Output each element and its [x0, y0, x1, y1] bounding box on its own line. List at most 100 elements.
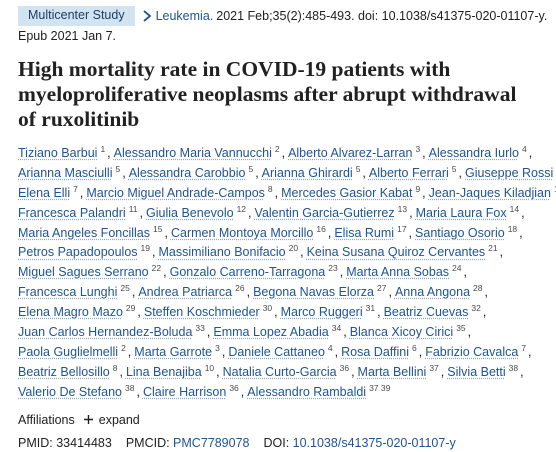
pmcid-link[interactable]: PMC7789078: [173, 435, 250, 450]
affiliation-number[interactable]: 1: [100, 144, 106, 154]
author-link[interactable]: Petros Papadopoulos: [18, 245, 138, 260]
affiliation-number[interactable]: 26: [235, 283, 245, 294]
affiliation-number[interactable]: 22: [151, 263, 162, 274]
author-link[interactable]: Francesca Lunghi: [18, 285, 118, 300]
affiliation-number[interactable]: 36: [339, 362, 350, 373]
affiliation-number[interactable]: 11: [128, 203, 138, 214]
affiliation-number[interactable]: 5: [248, 163, 254, 174]
author-link[interactable]: Valentin Garcia-Gutierrez: [254, 205, 395, 220]
author-link[interactable]: Elisa Rumi: [334, 225, 395, 240]
author-link[interactable]: Andrea Patriarca: [138, 285, 233, 300]
author-link[interactable]: Elena Magro Mazo: [18, 305, 123, 320]
author-link[interactable]: Silvia Betti: [447, 364, 506, 379]
author-link[interactable]: Steffen Koschmieder: [143, 305, 260, 320]
author-link[interactable]: Fabrizio Cavalca: [425, 344, 519, 359]
affiliation-number[interactable]: 25: [120, 283, 130, 294]
author-link[interactable]: Giuseppe Rossi: [465, 165, 554, 180]
affiliation-number[interactable]: 2: [121, 342, 126, 353]
author-link[interactable]: Alessandro Rambaldi: [247, 384, 367, 399]
affiliation-number[interactable]: 13: [397, 203, 408, 214]
author-link[interactable]: Valerio De Stefano: [18, 384, 122, 399]
author-link[interactable]: Lina Benajiba: [125, 364, 202, 379]
author-link[interactable]: Natalia Curto-Garcia: [222, 364, 337, 379]
author-link[interactable]: Alberto Alvarez-Larran: [288, 146, 413, 160]
affiliation-number[interactable]: 9: [415, 183, 421, 194]
author-link[interactable]: Arianna Masciulli: [18, 165, 113, 180]
affiliation-number[interactable]: 38: [125, 382, 135, 393]
author-link[interactable]: Marco Ruggeri: [280, 305, 363, 320]
author-link[interactable]: Gonzalo Carreno-Tarragona: [169, 265, 326, 280]
affiliation-number[interactable]: 32: [471, 303, 481, 314]
author-link[interactable]: Rosa Daffini: [341, 344, 409, 359]
affiliation-number[interactable]: 20: [288, 243, 299, 254]
author-link[interactable]: Maria Angeles Foncillas: [18, 225, 151, 240]
affiliation-number[interactable]: 38: [508, 362, 519, 373]
affiliation-number[interactable]: 10: [554, 184, 556, 194]
affiliation-number[interactable]: 35: [456, 323, 466, 334]
author-link[interactable]: Elena Elli: [18, 185, 71, 200]
author-link[interactable]: Emma Lopez Abadia: [213, 325, 329, 340]
author-link[interactable]: Keina Susana Quiroz Cervantes: [306, 245, 486, 260]
author-link[interactable]: Tiziano Barbui: [18, 146, 98, 160]
affiliation-number[interactable]: 5: [355, 163, 361, 174]
affiliation-number[interactable]: 23: [328, 263, 338, 274]
affiliation-number[interactable]: 34: [331, 323, 342, 334]
affiliation-number[interactable]: 17: [397, 223, 407, 234]
author-link[interactable]: Beatriz Bellosillo: [18, 364, 110, 379]
affiliation-number[interactable]: 6: [412, 342, 417, 353]
affiliation-number[interactable]: 5: [115, 163, 121, 174]
affiliation-number[interactable]: 12: [236, 203, 247, 214]
affiliation-number[interactable]: 27: [377, 283, 387, 294]
author-link[interactable]: Claire Harrison: [142, 384, 227, 399]
affiliation-number[interactable]: 3: [215, 342, 220, 353]
author-link[interactable]: Marta Garrote: [134, 344, 213, 359]
affiliation-number[interactable]: 8: [112, 362, 118, 373]
author-link[interactable]: Arianna Ghirardi: [261, 165, 353, 180]
author-link[interactable]: Marta Bellini: [357, 364, 427, 379]
affiliation-number[interactable]: 10: [204, 362, 215, 373]
affiliation-number[interactable]: 2: [274, 144, 280, 154]
author-link[interactable]: Carmen Montoya Morcillo: [170, 225, 314, 240]
journal-link[interactable]: Leukemia.: [155, 9, 214, 23]
author-link[interactable]: Marcio Miguel Andrade-Campos: [86, 185, 265, 200]
affiliation-number[interactable]: 16: [316, 223, 326, 234]
affiliation-number[interactable]: 7: [521, 342, 527, 353]
author-link[interactable]: Alessandra Iurlo: [428, 146, 519, 160]
author-link[interactable]: Alberto Ferrari: [368, 165, 449, 180]
author-link[interactable]: Alessandra Carobbio: [128, 165, 246, 180]
chevron-right-icon[interactable]: [141, 9, 153, 23]
affiliation-number[interactable]: 18: [507, 223, 518, 234]
affiliation-number[interactable]: 4: [521, 144, 527, 154]
affiliation-number[interactable]: 37 39: [369, 382, 391, 393]
author-link[interactable]: Paola Guglielmelli: [18, 344, 119, 359]
affiliation-number[interactable]: 5: [451, 163, 457, 174]
author-link[interactable]: Miguel Sagues Serrano: [18, 265, 149, 280]
affiliation-number[interactable]: 36: [229, 382, 239, 393]
author-link[interactable]: Begona Navas Elorza: [253, 285, 374, 300]
author-link[interactable]: Santiago Osorio: [415, 225, 505, 240]
doi-link[interactable]: 10.1038/s41375-020-01107-y: [292, 435, 456, 450]
affiliation-number[interactable]: 33: [195, 323, 205, 334]
affiliation-number[interactable]: 24: [452, 263, 462, 274]
expand-affiliations-button[interactable]: expand: [83, 413, 140, 427]
affiliation-number[interactable]: 37: [429, 362, 439, 373]
affiliation-number[interactable]: 28: [473, 283, 483, 294]
author-link[interactable]: Marta Anna Sobas: [346, 265, 450, 280]
affiliation-number[interactable]: 3: [415, 144, 421, 154]
author-link[interactable]: Daniele Cattaneo: [228, 344, 325, 359]
affiliation-number[interactable]: 29: [125, 303, 136, 314]
affiliation-number[interactable]: 30: [262, 303, 273, 314]
author-link[interactable]: Beatriz Cuevas: [383, 305, 469, 320]
author-link[interactable]: Anna Angona: [394, 285, 471, 300]
author-link[interactable]: Blanca Xicoy Cirici: [349, 325, 454, 340]
affiliation-number[interactable]: 14: [509, 203, 520, 214]
author-link[interactable]: Jean-Jaques Kiladjian: [428, 185, 551, 200]
affiliation-number[interactable]: 8: [267, 183, 273, 194]
author-link[interactable]: Juan Carlos Hernandez-Boluda: [18, 325, 193, 340]
affiliation-number[interactable]: 15: [153, 223, 163, 234]
affiliation-number[interactable]: 19: [140, 243, 150, 254]
author-link[interactable]: Giulia Benevolo: [146, 205, 234, 220]
author-link[interactable]: Maria Laura Fox: [415, 205, 507, 220]
author-link[interactable]: Alessandro Maria Vannucchi: [113, 146, 272, 160]
affiliation-number[interactable]: 7: [73, 183, 78, 194]
